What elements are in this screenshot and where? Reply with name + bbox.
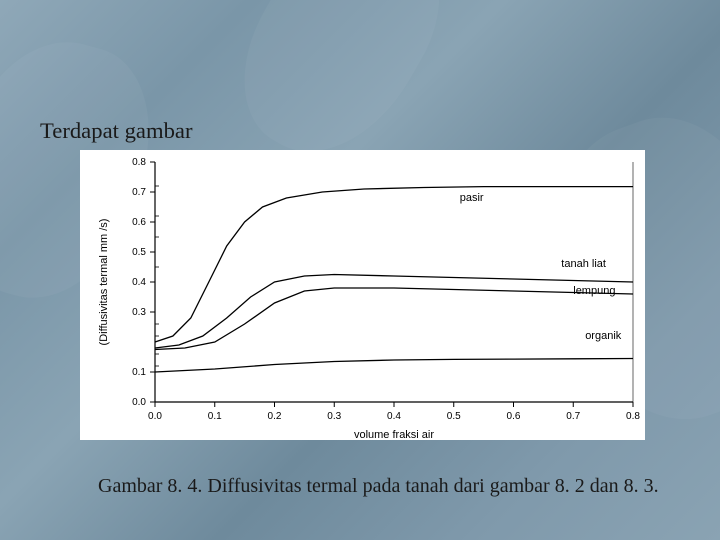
svg-text:0.2: 0.2: [268, 411, 282, 422]
svg-text:0.5: 0.5: [447, 411, 461, 422]
svg-text:0.8: 0.8: [132, 157, 146, 168]
figure-caption: Gambar 8. 4. Diffusivitas termal pada ta…: [98, 475, 659, 498]
svg-text:0.7: 0.7: [132, 187, 146, 198]
svg-text:0.6: 0.6: [507, 411, 521, 422]
svg-text:(Diffusivitas termal mm /s): (Diffusivitas termal mm /s): [98, 219, 110, 346]
series-label: pasir: [460, 192, 484, 204]
diffusivity-chart: 0.0 0.1 0.2 0.3 0.4 0.5 0.6 0.7 0.8 0.0 0.1 0.3 0.4 0…: [80, 150, 645, 440]
svg-text:0.8: 0.8: [626, 411, 640, 422]
svg-text:0.5: 0.5: [132, 247, 146, 258]
chart-container: 0.0 0.1 0.2 0.3 0.4 0.5 0.6 0.7 0.8 0.0 0.1 0.3 0.4 0…: [80, 150, 645, 440]
svg-text:0.0: 0.0: [132, 397, 146, 408]
svg-text:volume fraksi air: volume fraksi air: [354, 429, 434, 440]
svg-text:0.6: 0.6: [132, 217, 146, 228]
series-label: tanah liat: [561, 258, 606, 270]
svg-text:0.0: 0.0: [148, 411, 162, 422]
svg-text:0.1: 0.1: [208, 411, 222, 422]
svg-text:0.3: 0.3: [327, 411, 341, 422]
page-title: Terdapat gambar: [40, 118, 193, 144]
series-label: lempung: [573, 285, 615, 297]
series-label: organik: [585, 330, 622, 342]
svg-text:0.4: 0.4: [132, 277, 146, 288]
svg-text:0.7: 0.7: [566, 411, 580, 422]
svg-text:0.3: 0.3: [132, 307, 146, 318]
svg-text:0.4: 0.4: [387, 411, 401, 422]
svg-text:0.1: 0.1: [132, 367, 146, 378]
